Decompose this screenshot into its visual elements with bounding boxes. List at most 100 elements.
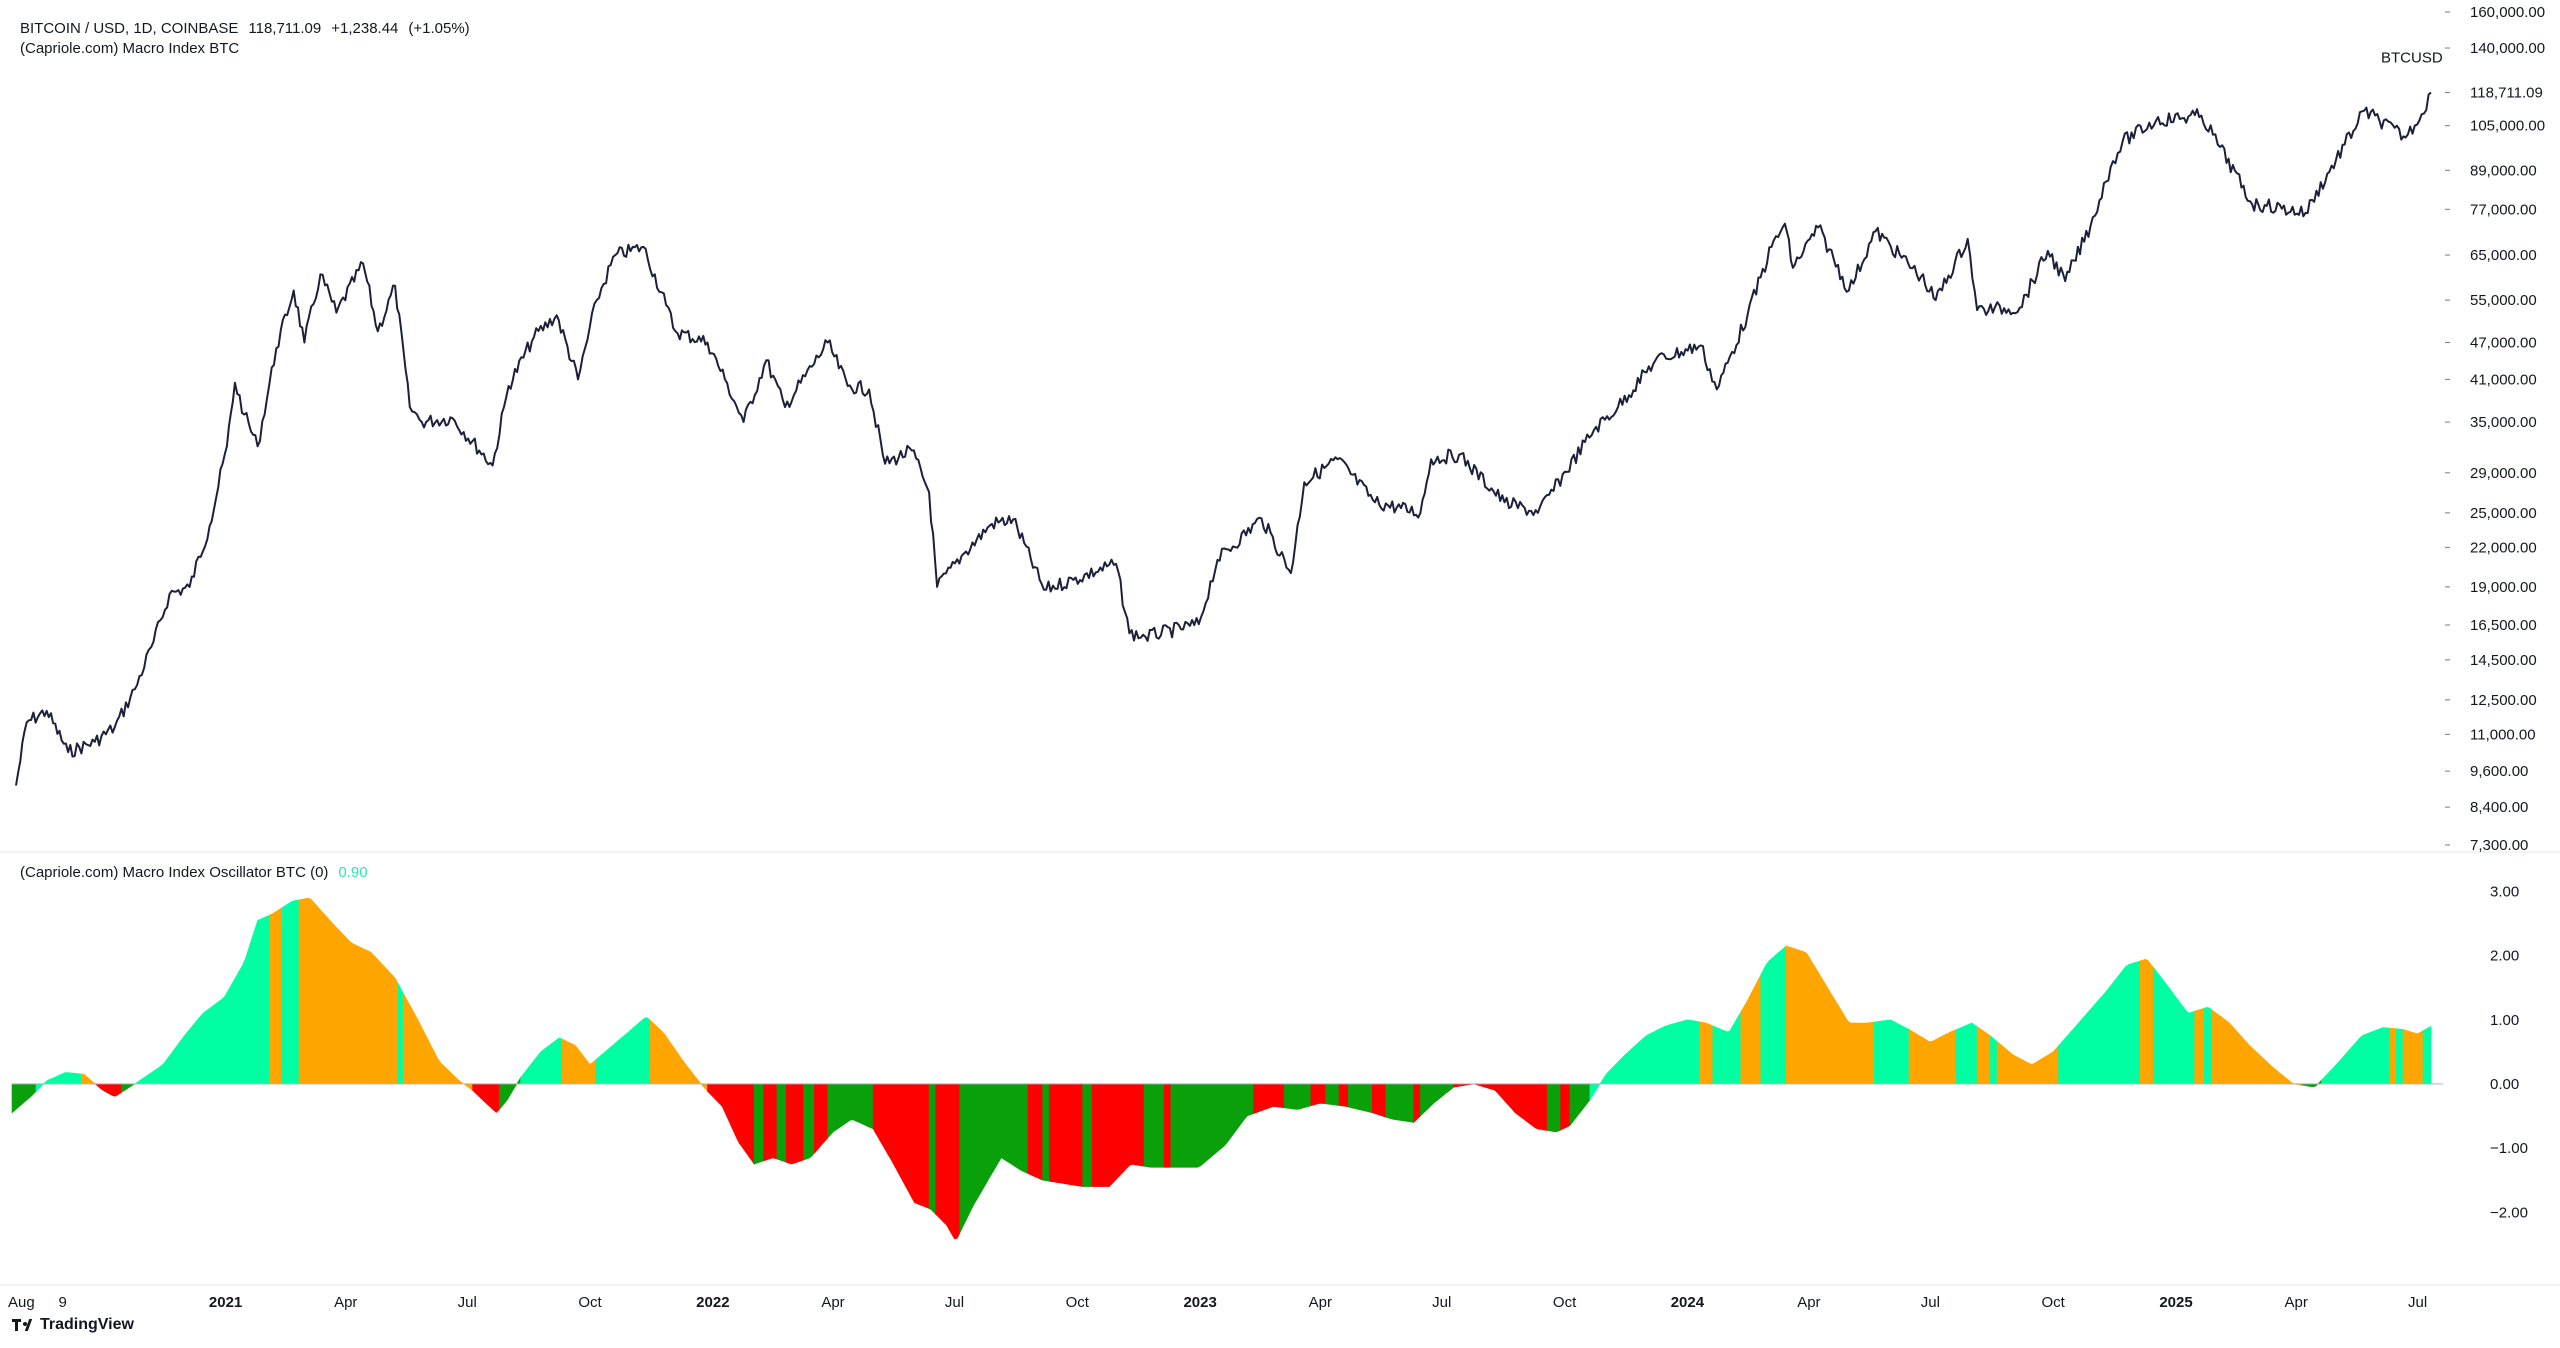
oscillator-axis-label: 1.00 [2490, 1012, 2519, 1029]
oscillator-segment-orange [1996, 1040, 2059, 1085]
oscillator-segment-red [94, 1082, 122, 1097]
oscillator-segment-green [1042, 1083, 1050, 1182]
oscillator-segment-green [1420, 1083, 1455, 1117]
time-axis-label: Aug [8, 1294, 35, 1311]
oscillator-segment-red [814, 1083, 828, 1154]
tradingview-brand: TradingView [40, 1316, 134, 1333]
oscillator-segment-teal [35, 1072, 82, 1093]
oscillator-segment-teal [1874, 1019, 1910, 1085]
oscillator-segment-green [1283, 1083, 1312, 1110]
price-axis-label: 65,000.00 [2470, 247, 2537, 264]
time-axis-label: Jul [945, 1294, 964, 1311]
price-axis-label: 12,500.00 [2470, 692, 2537, 709]
oscillator-segment-red [1338, 1083, 1349, 1108]
oscillator-segment-red [707, 1083, 755, 1166]
oscillator-segment-red [786, 1083, 804, 1165]
price-change: +1,238.44 [331, 20, 399, 37]
time-axis-label: Jul [458, 1294, 477, 1311]
oscillator-segment-green [1546, 1083, 1561, 1133]
oscillator-segment-green [1325, 1083, 1340, 1106]
oscillator-segment-orange [561, 1038, 596, 1085]
oscillator-axis-label: 0.00 [2490, 1076, 2519, 1093]
oscillator-segment-red [1372, 1083, 1386, 1118]
indicator-legend[interactable]: (Capriole.com) Macro Index BTC [20, 40, 249, 57]
tradingview-logo[interactable]: TradingView [12, 1316, 134, 1334]
price-axis-label: 16,500.00 [2470, 617, 2537, 634]
price-axis-label: 29,000.00 [2470, 465, 2537, 482]
oscillator-segment-teal [595, 1017, 651, 1085]
oscillator-segment-green [776, 1083, 787, 1163]
time-axis-label: Apr [1309, 1294, 1332, 1311]
oscillator-segment-red [763, 1083, 778, 1162]
oscillator-segment-teal [281, 899, 300, 1085]
oscillator-segment-orange [2402, 1028, 2424, 1085]
price-axis-label: 41,000.00 [2470, 371, 2537, 388]
price-axis-label: 105,000.00 [2470, 118, 2545, 135]
oscillator-legend[interactable]: (Capriole.com) Macro Index Oscillator BT… [20, 864, 378, 881]
oscillator-segment-green [1143, 1083, 1165, 1168]
oscillator-segment-orange [1740, 974, 1762, 1085]
oscillator-segment-red [1253, 1083, 1285, 1115]
oscillator-segment-teal [1589, 1019, 1700, 1102]
last-price: 118,711.09 [248, 20, 322, 37]
oscillator-segment-green [1385, 1083, 1414, 1123]
oscillator-segment-orange [1785, 945, 1875, 1085]
oscillator-segment-orange [1699, 1021, 1714, 1085]
oscillator-segment-green [803, 1083, 815, 1161]
oscillator-segment-green [11, 1083, 37, 1114]
time-axis-label: Apr [821, 1294, 844, 1311]
oscillator-pane: 3.00 2.00 1.00 0.00 −1.00 −2.00 [11, 883, 2528, 1240]
time-axis-label: Oct [1066, 1294, 1090, 1311]
time-axis: Aug 9 2021 Apr Jul Oct 2022 Apr Jul Oct 2023 Apr Jul… [0, 1284, 2560, 1311]
price-axis-label: 19,000.00 [2470, 579, 2537, 596]
oscillator-segment-green [1082, 1083, 1093, 1187]
oscillator-segment-teal [1712, 1010, 1742, 1085]
time-axis-label: 2023 [1183, 1294, 1216, 1311]
oscillator-segment-orange [649, 1019, 708, 1093]
oscillator-value: 0.90 [338, 864, 368, 881]
oscillator-segment-red [935, 1083, 961, 1240]
price-pane: 160,000.00 140,000.00 118,711.09 105,000.00… [0, 4, 2560, 854]
oscillator-segment-teal [520, 1037, 563, 1085]
oscillator-segment-orange [2194, 1007, 2205, 1085]
price-axis-label: 8,400.00 [2470, 799, 2528, 816]
oscillator-segment-red [1413, 1083, 1421, 1124]
oscillator-segment-green [121, 1083, 136, 1094]
oscillator-segment-orange [2139, 958, 2154, 1085]
symbol-legend[interactable]: BITCOIN / USD, 1D, COINBASE 118,711.09 +1,… [20, 20, 480, 37]
time-axis-label: 2025 [2159, 1294, 2192, 1311]
oscillator-segment-green [928, 1083, 937, 1216]
time-axis-label: Oct [578, 1294, 602, 1311]
oscillator-segment-red [1560, 1083, 1571, 1131]
oscillator-segment-red [1027, 1083, 1043, 1181]
oscillator-segment-teal [1990, 1035, 1998, 1085]
oscillator-axis-label: 2.00 [2490, 948, 2519, 965]
time-axis-label: 2024 [1671, 1294, 1705, 1311]
price-axis-label: 35,000.00 [2470, 414, 2537, 431]
time-axis-label: 9 [59, 1294, 67, 1311]
oscillator-segment-orange [2211, 1009, 2302, 1086]
price-axis-label: 47,000.00 [2470, 335, 2537, 352]
oscillator-segment-red [1453, 1083, 1548, 1131]
series-label: BTCUSD [2381, 50, 2443, 67]
oscillator-title: (Capriole.com) Macro Index Oscillator BT… [20, 864, 329, 881]
price-axis-label: 7,300.00 [2470, 837, 2528, 854]
oscillator-segment-teal [133, 914, 270, 1085]
price-change-pct: (+1.05%) [408, 20, 470, 37]
price-axis-label: 77,000.00 [2470, 201, 2537, 218]
oscillator-segment-red [1310, 1083, 1326, 1107]
price-axis-label: 89,000.00 [2470, 162, 2537, 179]
oscillator-segment-teal [2153, 966, 2195, 1085]
tradingview-logo-icon [12, 1318, 36, 1331]
time-axis-label: 2021 [209, 1294, 242, 1311]
oscillator-segment-red [472, 1083, 500, 1113]
oscillator-segment-green [827, 1083, 874, 1139]
time-axis-label: Jul [1921, 1294, 1940, 1311]
oscillator-segment-red [1049, 1083, 1083, 1187]
oscillator-segment-green [959, 1083, 1029, 1234]
price-axis-label: 14,500.00 [2470, 652, 2537, 669]
price-line [15, 91, 2432, 786]
oscillator-segment-green [1170, 1083, 1254, 1168]
